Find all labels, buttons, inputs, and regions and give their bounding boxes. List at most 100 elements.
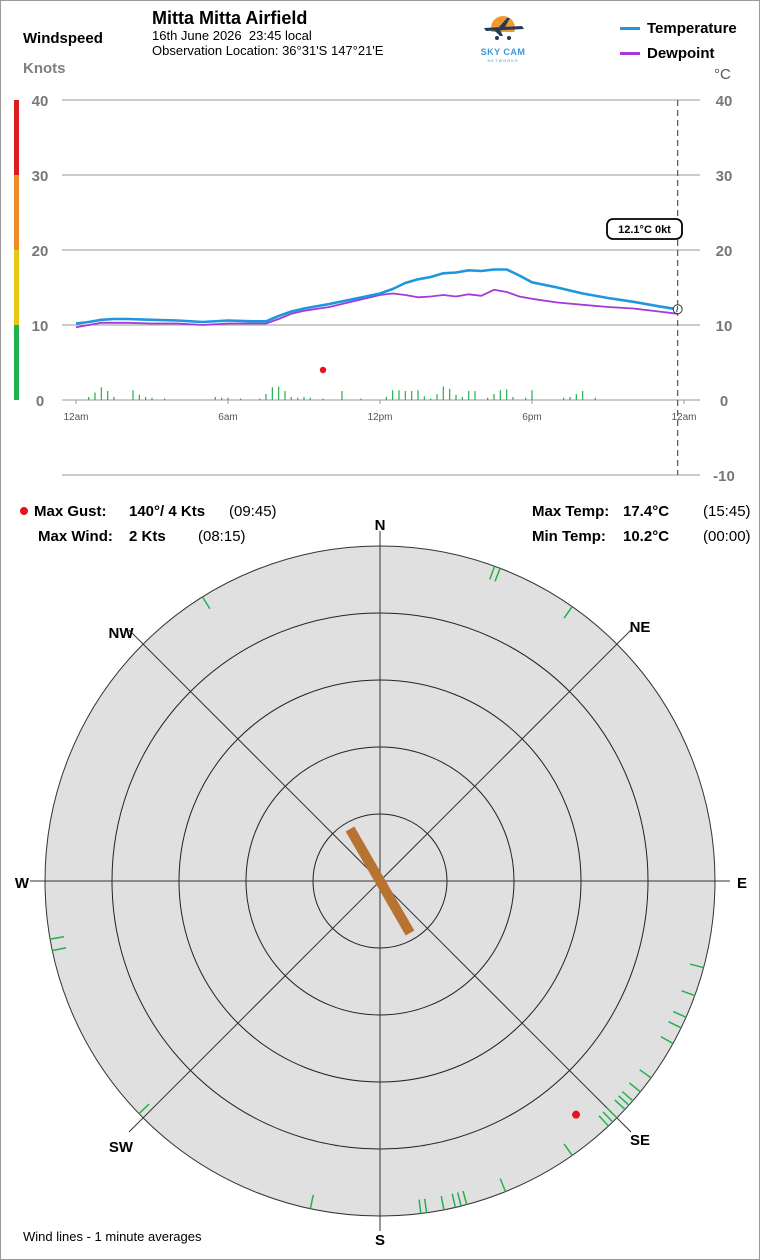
current-readout-label: 12.1°C 0kt [618,224,671,236]
wind-direction-tick [49,936,65,940]
wind-direction-tick [618,1095,630,1106]
x-tick-label: 12am [63,412,88,423]
direction-label: W [15,875,30,892]
windspeed-color-scale [14,100,19,400]
max-gust-direction-marker [572,1110,581,1119]
celsius-unit-label: °C [714,66,731,83]
series-line [75,268,678,325]
x-tick-label: 12am [671,412,696,423]
wind-direction-tick [462,1190,468,1205]
wind-direction-tick [668,1021,682,1029]
wind-rose: N NE E SE S SW W NW [15,517,747,1249]
series-lines [75,268,678,374]
station-title: Mitta Mitta Airfield [152,8,308,28]
wind-bars [88,386,596,400]
skycam-logo: SKY CAM NETWORKS [472,14,534,63]
right-axis-ticks: -10 0 10 20 30 40 [713,93,735,485]
direction-label: N [375,517,386,534]
max-wind-value-text: 2 Kts [129,528,166,545]
scale-segment [14,175,19,250]
wind-direction-tick [606,1107,618,1119]
min-temp-label: Min Temp: [532,528,606,545]
chart-gridlines [62,99,700,476]
wind-direction-tick [602,1111,614,1123]
legend-dewpoint-label: Dewpoint [647,45,715,62]
min-temp-label-text: Min Temp: [532,528,606,545]
max-temp-value-text: 17.4°C [623,503,670,520]
right-tick-label: 10 [716,318,733,335]
max-gust-stat: Max Gust: [20,503,107,520]
min-temp-time: (00:00) [703,528,751,545]
wind-direction-tick [614,1099,626,1111]
legend-temperature-label: Temperature [647,20,737,37]
logo-subtext: NETWORKS [487,58,519,63]
series-line [75,288,678,329]
max-wind-value: 2 Kts [129,528,166,545]
scale-segment [14,250,19,325]
wind-direction-tick [451,1193,457,1208]
observation-datetime: 16th June 2026 23:45 local [152,28,312,43]
right-tick-label: -10 [713,468,735,485]
current-marker: 12.1°C 0kt [606,100,683,475]
direction-label: NW [109,625,135,642]
left-tick-label: 0 [36,393,44,410]
wind-direction-tick [494,567,501,582]
wind-direction-tick [563,1143,573,1156]
direction-label: SE [630,1132,650,1149]
plane-sun-icon [484,16,524,42]
wind-direction-tick [418,1199,422,1214]
wind-direction-tick [660,1035,674,1045]
right-tick-label: 20 [716,243,733,260]
wind-direction-tick [423,1198,428,1213]
wind-direction-tick [440,1195,445,1210]
x-tick-label: 6pm [522,412,541,423]
wind-direction-tick [489,565,496,580]
wind-direction-tick [138,1103,150,1115]
right-tick-label: 30 [716,168,733,185]
wind-direction-tick [621,1091,634,1102]
right-tick-label: 40 [716,93,733,110]
left-tick-label: 40 [32,93,49,110]
max-gust-time: (09:45) [229,503,277,520]
wind-direction-tick [672,1010,687,1018]
direction-label: NE [630,619,651,636]
max-wind-label-text: Max Wind: [38,528,113,545]
left-tick-label: 30 [32,168,49,185]
direction-label: SW [109,1139,134,1156]
wind-direction-tick [499,1178,507,1192]
current-point-needle [676,306,679,313]
scale-segment [14,100,19,175]
max-wind-label: Max Wind: [38,528,113,545]
max-temp-time: (15:45) [703,503,751,520]
right-tick-label: 0 [720,393,728,410]
wind-direction-tick [52,947,67,952]
x-axis-ticks: 12am 6am 12pm 6pm 12am [63,400,697,423]
scale-segment [14,325,19,400]
max-gust-value-text: 140°/ 4 Kts [129,503,206,520]
wind-rose-direction-labels: N NE E SE S SW W NW [15,517,747,1249]
min-temp-value: 10.2°C [623,528,669,545]
wind-direction-tick [628,1082,641,1093]
windspeed-axis-title: Windspeed [23,30,103,47]
knots-unit-label: Knots [23,60,66,77]
wind-direction-tick [598,1115,610,1127]
current-wind-bar [345,826,415,936]
max-gust-value: 140°/ 4 Kts [129,503,205,520]
max-temp-label: Max Temp: [532,503,609,520]
current-wind-direction [345,826,415,936]
legend-dewpoint: Dewpoint [620,45,715,62]
logo-text: SKY CAM [480,47,526,57]
wind-direction-tick [639,1069,652,1079]
temperature-swatch [620,27,640,30]
wind-direction-tick [309,1194,314,1209]
gust-marker-icon [20,507,28,515]
wind-direction-tick [456,1192,462,1207]
wind-direction-tick [563,606,573,619]
left-axis-ticks: 0 10 20 30 40 [32,93,49,410]
x-tick-label: 6am [218,412,237,423]
wind-direction-tick [201,596,211,610]
observation-location: Observation Location: 36°31'S 147°21'E [152,43,384,58]
wind-direction-tick [689,963,704,969]
direction-label: S [375,1232,385,1249]
